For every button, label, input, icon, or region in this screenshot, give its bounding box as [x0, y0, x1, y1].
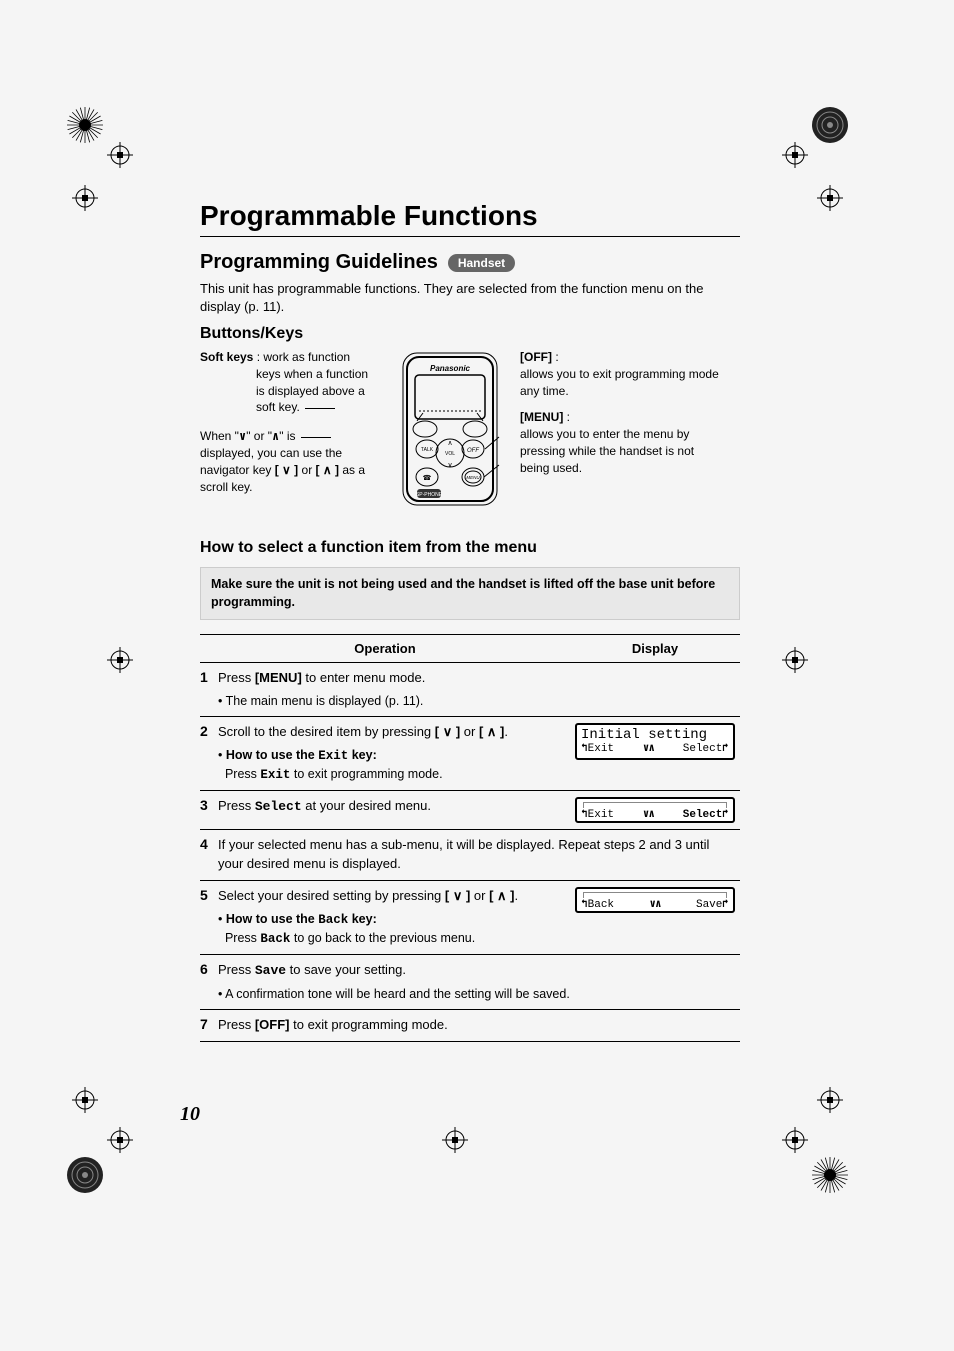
- svg-text:TALK: TALK: [421, 447, 434, 453]
- svg-text:SP-PHONE: SP-PHONE: [416, 492, 443, 498]
- phone-vol-label: VOL: [445, 451, 455, 457]
- buttons-keys-heading: Buttons/Keys: [200, 325, 740, 343]
- registration-mark: [70, 1085, 100, 1115]
- operation-text: Scroll to the desired item by pressing […: [218, 723, 570, 784]
- note-box: Make sure the unit is not being used and…: [200, 567, 740, 620]
- right-column: [OFF] : allows you to exit programming m…: [520, 349, 720, 509]
- th-operation: Operation: [200, 641, 570, 656]
- page-number: 10: [180, 1103, 200, 1126]
- page-content: Programmable Functions Programming Guide…: [200, 200, 740, 1042]
- registration-mark: [105, 1125, 135, 1155]
- table-row: 6Press Save to save your setting.• A con…: [200, 955, 740, 1010]
- operation-sub: • A confirmation tone will be heard and …: [218, 985, 732, 1003]
- step-number: 6: [200, 961, 218, 977]
- registration-mark: [815, 1085, 845, 1115]
- registration-mark: [810, 1155, 850, 1195]
- softkeys-text-rest: keys when a function is displayed above …: [256, 366, 380, 416]
- lcd-display: Initial settingExit∨∧Select: [575, 723, 735, 760]
- operation-text: Select your desired setting by pressing …: [218, 887, 570, 948]
- phone-off-label: OFF: [467, 448, 479, 454]
- off-block: [OFF] : allows you to exit programming m…: [520, 349, 720, 399]
- phone-illustration: Panasonic TALK OFF ∧ ∨ VOL ☎ MENU: [390, 349, 510, 509]
- registration-mark: [105, 140, 135, 170]
- operation-text: Press Save to save your setting.• A conf…: [218, 961, 740, 1003]
- operation-text: Press [OFF] to exit programming mode.: [218, 1016, 740, 1035]
- off-label: [OFF]: [520, 350, 552, 364]
- svg-text:∧: ∧: [447, 440, 452, 447]
- handset-pill: Handset: [448, 254, 515, 272]
- menu-label: [MENU]: [520, 410, 563, 424]
- softkeys-label: Soft keys: [200, 350, 253, 364]
- table-row: 4If your selected menu has a sub-menu, i…: [200, 830, 740, 881]
- operation-table: Operation Display 1Press [MENU] to enter…: [200, 634, 740, 1042]
- registration-mark: [70, 183, 100, 213]
- scroll-block: When "∨" or "∧" is displayed, you can us…: [200, 428, 380, 495]
- registration-mark: [780, 1125, 810, 1155]
- step-number: 1: [200, 669, 218, 685]
- operation-text: Press [MENU] to enter menu mode.• The ma…: [218, 669, 570, 710]
- svg-text:∨: ∨: [447, 462, 452, 469]
- subheader-row: Programming Guidelines Handset: [200, 251, 740, 274]
- registration-mark: [780, 140, 810, 170]
- table-header: Operation Display: [200, 634, 740, 663]
- registration-mark: [440, 1125, 470, 1155]
- registration-mark: [105, 645, 135, 675]
- step-number: 2: [200, 723, 218, 739]
- scroll-t2: " or ": [246, 429, 272, 443]
- title-divider: [200, 236, 740, 237]
- step-number: 3: [200, 797, 218, 813]
- scroll-t3a: " is: [279, 429, 299, 443]
- registration-mark: [780, 645, 810, 675]
- operation-sub: • How to use the Back key: Press Back to…: [218, 910, 562, 948]
- table-row: 1Press [MENU] to enter menu mode.• The m…: [200, 663, 740, 717]
- off-text: allows you to exit programming mode any …: [520, 367, 719, 398]
- page-title: Programmable Functions: [200, 200, 740, 232]
- registration-mark: [810, 105, 850, 145]
- step-number: 7: [200, 1016, 218, 1032]
- scroll-t4: or: [302, 463, 316, 477]
- up-key: [ ∧ ]: [316, 463, 339, 477]
- lcd-display: Exit∨∧Select: [575, 797, 735, 823]
- down-key: [ ∨ ]: [275, 463, 298, 477]
- left-column: Soft keys : work as function keys when a…: [200, 349, 380, 509]
- step-number: 4: [200, 836, 218, 852]
- table-row: 5Select your desired setting by pressing…: [200, 881, 740, 955]
- step-number: 5: [200, 887, 218, 903]
- phone-menu-label: MENU: [466, 475, 480, 480]
- operation-sub: • The main menu is displayed (p. 11).: [218, 692, 562, 710]
- registration-mark: [815, 183, 845, 213]
- operation-text: If your selected menu has a sub-menu, it…: [218, 836, 740, 874]
- display-cell: Initial settingExit∨∧Select: [570, 723, 740, 760]
- softkeys-text-start: : work as function: [257, 350, 350, 364]
- phone-brand-text: Panasonic: [430, 364, 471, 373]
- phone-svg: Panasonic TALK OFF ∧ ∨ VOL ☎ MENU: [395, 349, 505, 509]
- softkeys-block: Soft keys : work as function keys when a…: [200, 349, 380, 416]
- registration-mark: [65, 105, 105, 145]
- menu-block: [MENU] : allows you to enter the menu by…: [520, 409, 720, 476]
- how-to-heading: How to select a function item from the m…: [200, 539, 740, 557]
- display-cell: Back∨∧Save: [570, 887, 740, 913]
- operation-sub: • How to use the Exit key: Press Exit to…: [218, 746, 562, 784]
- table-row: 7Press [OFF] to exit programming mode.: [200, 1010, 740, 1042]
- table-row: 3Press Select at your desired menu.Exit∨…: [200, 791, 740, 830]
- subheader-text: Programming Guidelines: [200, 251, 438, 274]
- registration-mark: [65, 1155, 105, 1195]
- operation-text: Press Select at your desired menu.: [218, 797, 570, 817]
- table-row: 2Scroll to the desired item by pressing …: [200, 717, 740, 791]
- buttons-keys-section: Soft keys : work as function keys when a…: [200, 349, 740, 509]
- lcd-display: Back∨∧Save: [575, 887, 735, 913]
- svg-text:☎: ☎: [423, 474, 432, 482]
- menu-text: allows you to enter the menu by pressing…: [520, 427, 694, 475]
- display-cell: Exit∨∧Select: [570, 797, 740, 823]
- scroll-t1: When ": [200, 429, 239, 443]
- th-display: Display: [570, 641, 740, 656]
- intro-text: This unit has programmable functions. Th…: [200, 280, 740, 315]
